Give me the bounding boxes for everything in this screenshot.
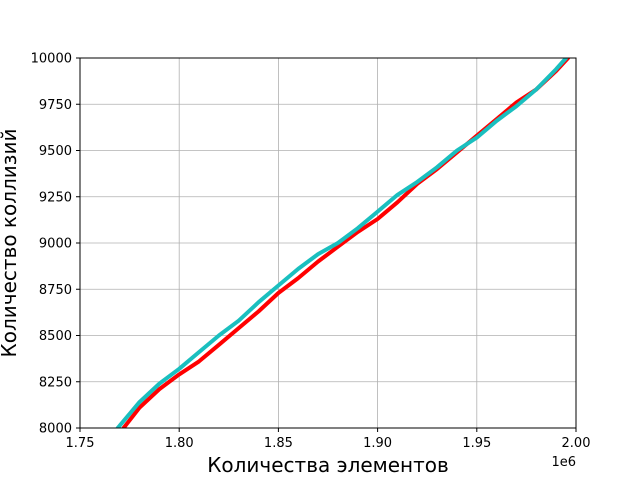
y-tick-label: 10000 xyxy=(31,52,72,67)
y-tick-label: 9750 xyxy=(39,98,72,113)
plot-area xyxy=(115,58,571,428)
y-tick-label: 9250 xyxy=(39,190,72,205)
x-axis-offset-label: 1e6 xyxy=(551,455,576,470)
x-tick-label: 1.85 xyxy=(264,436,293,451)
y-axis: 8000 8250 8500 8750 9000 9250 9500 9750 10000 xyxy=(31,52,80,437)
x-tick-label: 2.00 xyxy=(562,436,591,451)
series-line-2 xyxy=(115,58,569,428)
x-axis-label: Количества элементов xyxy=(207,453,449,477)
y-tick-label: 8500 xyxy=(39,329,72,344)
y-tick-label: 9000 xyxy=(39,237,72,252)
y-tick-label: 8000 xyxy=(39,422,72,437)
x-axis: 1.75 1.80 1.85 1.90 1.95 2.00 xyxy=(66,428,591,451)
x-tick-label: 1.80 xyxy=(165,436,194,451)
x-tick-label: 1.95 xyxy=(462,436,491,451)
x-tick-label: 1.90 xyxy=(363,436,392,451)
x-tick-label: 1.75 xyxy=(66,436,95,451)
y-axis-label: Количество коллизий xyxy=(0,129,21,358)
y-tick-label: 8250 xyxy=(39,375,72,390)
y-tick-label: 8750 xyxy=(39,283,72,298)
y-tick-label: 9500 xyxy=(39,144,72,159)
